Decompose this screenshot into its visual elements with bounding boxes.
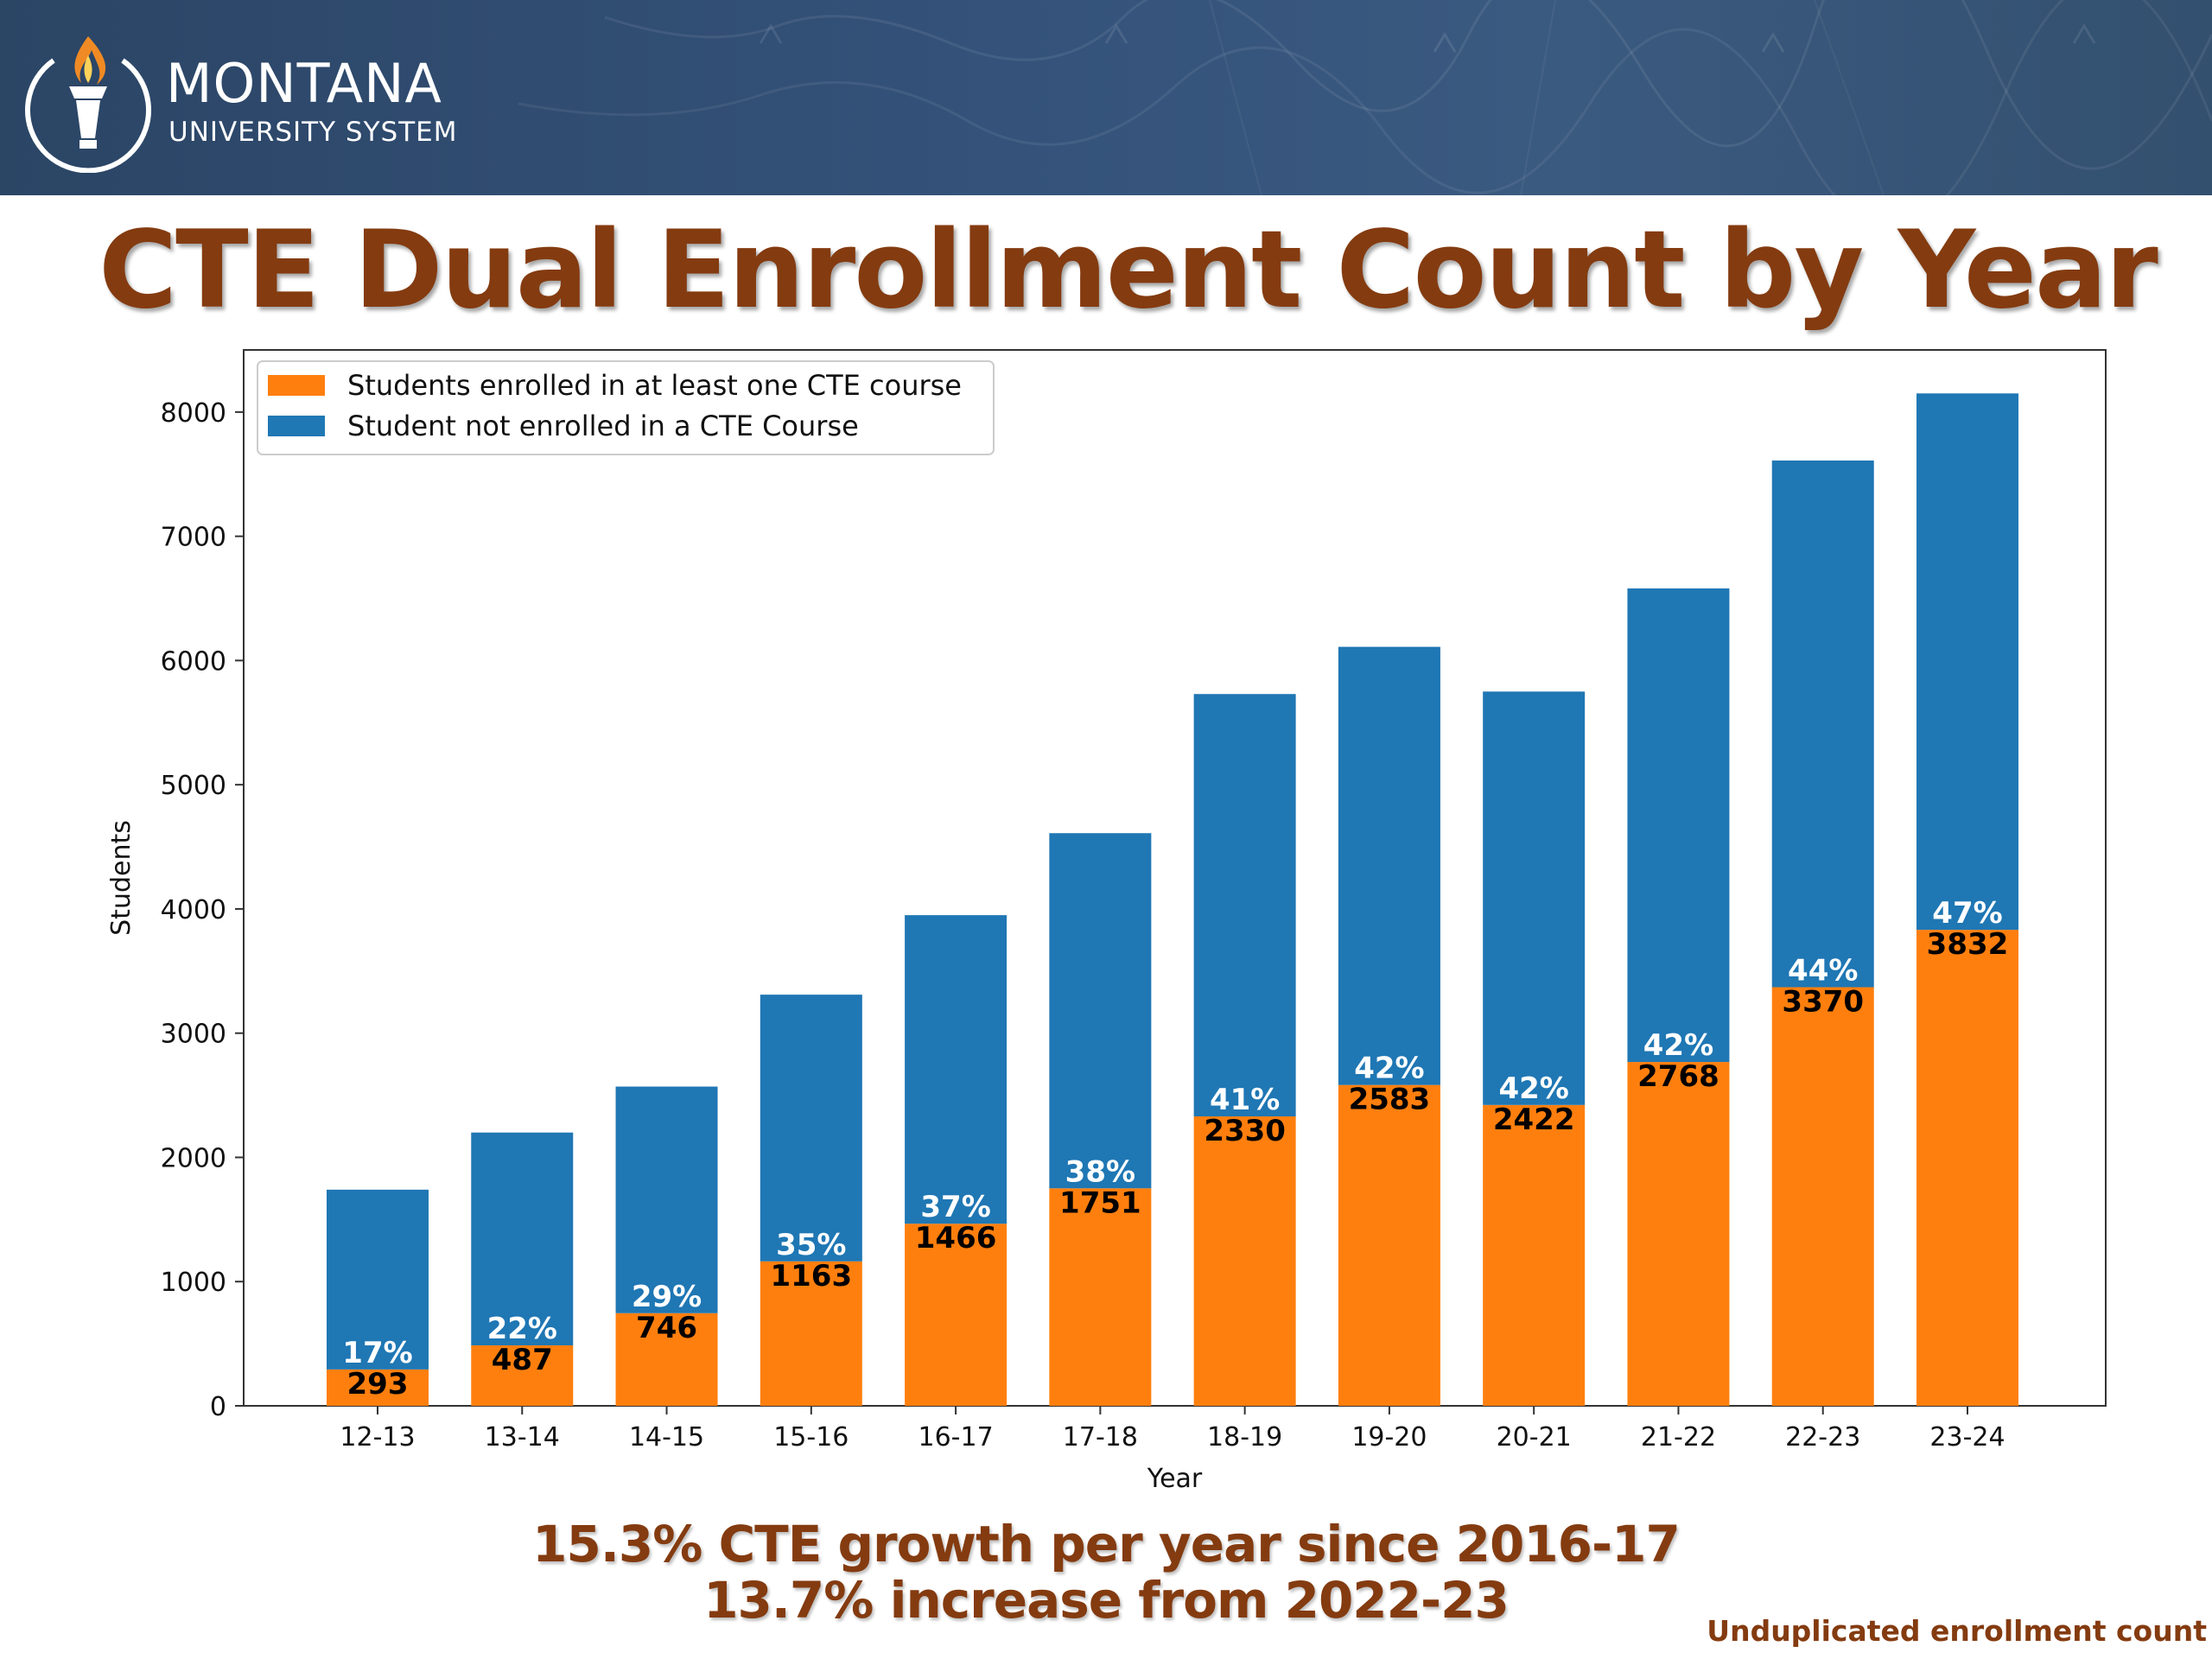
bar-cte-22-23	[1771, 987, 1874, 1406]
cte-percent-label: 42%	[1354, 1052, 1424, 1086]
bars	[327, 393, 2018, 1406]
bar-non-cte-14-15	[615, 1086, 718, 1313]
y-axis: 0 1000 2000 3000 4000 5000 6000 7000 8000	[161, 398, 244, 1422]
bar-cte-15-16	[760, 1261, 862, 1406]
x-tick-label: 23-24	[1929, 1422, 2005, 1452]
plot-frame	[243, 349, 2107, 1407]
bar-non-cte-12-13	[327, 1189, 429, 1370]
bar-cte-14-15	[615, 1313, 718, 1406]
cte-percent-label: 47%	[1932, 896, 2002, 931]
x-tick-label: 14-15	[629, 1422, 704, 1452]
bar-cte-12-13	[327, 1369, 429, 1406]
x-tick-label: 15-16	[773, 1422, 849, 1452]
bar-cte-17-18	[1049, 1188, 1152, 1406]
y-axis-title: Students	[106, 820, 137, 936]
header-banner: MONTANA UNIVERSITY SYSTEM	[0, 0, 2212, 195]
bar-non-cte-13-14	[471, 1132, 574, 1345]
logo-title: MONTANA	[166, 52, 442, 115]
cte-percent-label: 42%	[1643, 1028, 1713, 1063]
bar-non-cte-21-22	[1627, 588, 1730, 1063]
x-tick-label: 17-18	[1063, 1422, 1138, 1452]
cte-value-label: 2583	[1349, 1083, 1431, 1117]
growth-note: 15.3% CTE growth per year since 2016-17	[532, 1515, 1681, 1573]
logo-subtitle: UNIVERSITY SYSTEM	[168, 117, 458, 148]
x-axis-title: Year	[1147, 1464, 1203, 1494]
legend: Students enrolled in at least one CTE co…	[257, 360, 995, 455]
bar-cte-13-14	[471, 1344, 574, 1406]
x-tick-label: 22-23	[1785, 1422, 1860, 1452]
cte-percent-label: 37%	[920, 1190, 990, 1224]
bar-non-cte-18-19	[1193, 694, 1296, 1117]
legend-swatch-cte	[268, 375, 325, 396]
x-tick-label: 13-14	[485, 1422, 560, 1452]
page-title: CTE Dual Enrollment Count by Year	[99, 208, 2158, 333]
x-tick-label: 12-13	[340, 1422, 415, 1452]
bar-cte-21-22	[1627, 1062, 1730, 1406]
bar-cte-23-24	[1916, 930, 2018, 1406]
cte-value-label: 2768	[1637, 1059, 1719, 1094]
cte-percent-label: 42%	[1498, 1071, 1568, 1106]
legend-box	[257, 360, 995, 455]
y-tick-label: 3000	[161, 1020, 226, 1050]
y-tick-label: 4000	[161, 895, 226, 925]
cte-value-label: 1466	[915, 1221, 997, 1255]
y-tick-label: 0	[210, 1392, 226, 1422]
unduplicated-note: Unduplicated enrollment count	[1707, 1614, 2207, 1648]
bar-cte-18-19	[1193, 1116, 1296, 1406]
cte-value-label: 487	[492, 1343, 553, 1377]
cte-value-label: 1751	[1059, 1185, 1141, 1220]
x-axis: 12-13 13-14 14-15 15-16 16-17 17-18 18-19 19-20…	[340, 1406, 2005, 1452]
cte-value-label: 1163	[770, 1259, 852, 1294]
cte-percent-label: 41%	[1210, 1083, 1280, 1117]
bar-non-cte-22-23	[1771, 460, 1874, 988]
x-tick-label: 21-22	[1641, 1422, 1716, 1452]
cte-value-label: 746	[636, 1311, 697, 1345]
y-tick-label: 1000	[161, 1268, 226, 1298]
cte-value-label: 3832	[1927, 927, 2009, 962]
bar-cte-20-21	[1483, 1104, 1586, 1406]
cte-percent-label: 38%	[1065, 1154, 1135, 1189]
x-tick-label: 20-21	[1497, 1422, 1572, 1452]
y-tick-label: 6000	[161, 646, 226, 677]
y-tick-label: 7000	[161, 523, 226, 553]
bar-non-cte-15-16	[760, 995, 862, 1262]
cte-percent-label: 22%	[487, 1312, 557, 1346]
x-tick-label: 16-17	[918, 1422, 993, 1452]
map-texture	[518, 0, 2212, 195]
cte-value-label: 2422	[1493, 1103, 1575, 1137]
legend-label-cte: Students enrolled in at least one CTE co…	[347, 369, 962, 402]
bar-cte-16-17	[905, 1224, 1007, 1406]
bar-non-cte-19-20	[1338, 646, 1440, 1085]
x-tick-label: 18-19	[1207, 1422, 1282, 1452]
cte-value-label: 2330	[1204, 1114, 1286, 1148]
bar-non-cte-20-21	[1483, 691, 1586, 1105]
bar-non-cte-16-17	[905, 915, 1007, 1224]
cte-value-label: 3370	[1782, 985, 1864, 1020]
cte-percent-label: 35%	[776, 1228, 846, 1262]
x-tick-label: 19-20	[1351, 1422, 1427, 1452]
y-tick-label: 2000	[161, 1143, 226, 1173]
y-tick-label: 5000	[161, 771, 226, 801]
bar-cte-19-20	[1338, 1084, 1440, 1406]
legend-label-non-cte: Student not enrolled in a CTE Course	[347, 410, 859, 442]
bar-non-cte-23-24	[1916, 393, 2018, 931]
increase-note: 13.7% increase from 2022-23	[703, 1571, 1510, 1630]
cte-percent-label: 44%	[1788, 954, 1858, 988]
y-tick-label: 8000	[161, 398, 226, 429]
bar-non-cte-17-18	[1049, 833, 1152, 1189]
cte-percent-label: 29%	[632, 1280, 702, 1314]
torch-logo-icon	[25, 36, 151, 173]
cte-value-label: 293	[347, 1367, 409, 1402]
cte-percent-label: 17%	[342, 1336, 412, 1370]
legend-swatch-non-cte	[268, 416, 325, 436]
